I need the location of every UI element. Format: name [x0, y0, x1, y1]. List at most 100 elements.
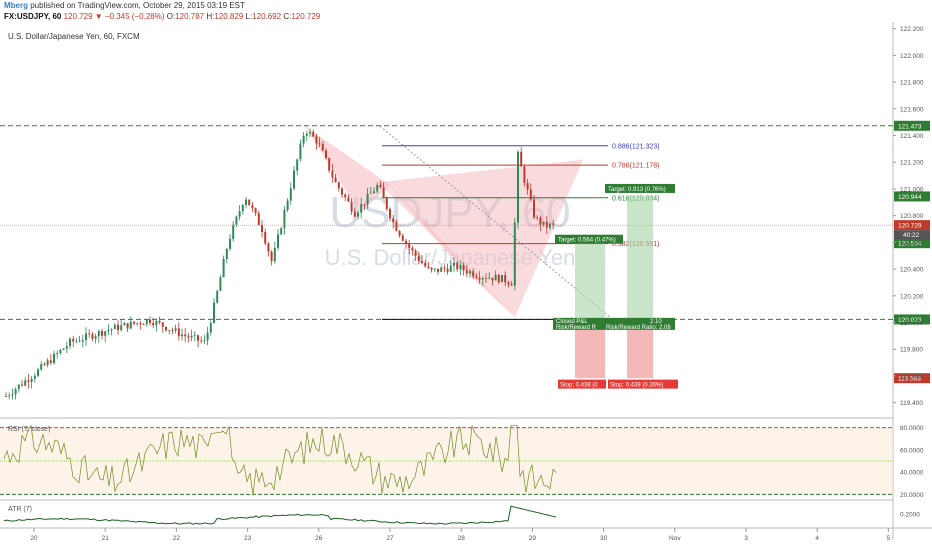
candle-body: [312, 132, 315, 137]
date-tick-label: 4: [815, 535, 819, 542]
trend-line: [379, 125, 611, 318]
date-tick-label: 21: [102, 535, 110, 542]
price-chart[interactable]: USDJPY, 60U.S. Dollar/Japanese Yen 121.4…: [0, 22, 932, 550]
candle-body: [302, 135, 305, 144]
candle-body: [168, 330, 171, 331]
candle-body: [113, 324, 116, 330]
candle-body: [485, 278, 487, 279]
candle-body: [126, 323, 129, 329]
stop-label: Stop: 0.438 (0: [560, 383, 598, 389]
candle-body: [369, 193, 372, 194]
closed-pl-label: Closed P&L: [556, 319, 588, 325]
low-value: 120.692: [252, 12, 282, 21]
candle-body: [193, 335, 196, 337]
price-tick-label: 119.400: [900, 400, 923, 407]
candle-body: [197, 335, 199, 341]
candle-body: [78, 340, 81, 342]
candle-body: [549, 223, 551, 228]
price-tick-label: 121.400: [900, 133, 924, 140]
candle-body: [222, 259, 225, 278]
candle-body: [299, 143, 302, 160]
candle-body: [523, 166, 526, 183]
atr-line: [3, 505, 557, 525]
candle-body: [453, 262, 455, 266]
candle-body: [43, 364, 46, 366]
stop-label: Stop: 0.438 (0.36%): [610, 383, 663, 389]
candle-body: [261, 224, 263, 233]
date-tick-label: 5: [887, 535, 891, 542]
author-name[interactable]: Mberg: [4, 1, 28, 10]
candle-body: [395, 222, 398, 231]
candle-body: [347, 197, 350, 202]
candle-body: [424, 262, 427, 267]
level-price-tag: [894, 120, 930, 131]
candle-body: [539, 217, 542, 225]
chart-subtitle: U.S. Dollar/Japanese Yen, 60, FXCM: [8, 32, 140, 41]
candle-body: [321, 143, 324, 151]
target-label: Target: 0.564 (0.47%): [558, 238, 616, 244]
candle-body: [286, 200, 289, 211]
price-tick-label: 120.200: [900, 293, 924, 300]
candle-body: [46, 360, 49, 365]
chart-header: Mberg published on TradingView.com, Octo…: [0, 0, 932, 22]
date-tick-label: 22: [173, 535, 181, 542]
candle-body: [267, 243, 270, 252]
candle-body: [373, 191, 375, 194]
open-value: 120.787: [175, 12, 205, 21]
rsi-line: [3, 424, 557, 496]
countdown-tag: [894, 230, 930, 240]
candle-body: [494, 274, 497, 281]
target-tag: [555, 234, 623, 244]
candle-body: [88, 333, 91, 335]
candle-body: [504, 275, 507, 283]
candle-body: [360, 204, 363, 213]
candle-body: [120, 325, 123, 331]
candle-body: [145, 319, 148, 325]
candle-body: [350, 201, 353, 212]
current-price-tag: [894, 220, 930, 231]
price-tick-label: 122.200: [900, 26, 924, 33]
candle-body: [264, 232, 267, 244]
date-tick-label: 23: [244, 535, 252, 542]
candle-body: [40, 364, 43, 370]
price-tick-label: 120.800: [900, 213, 924, 220]
date-tick-label: 26: [315, 535, 323, 542]
candle-body: [56, 353, 59, 354]
candle-body: [382, 187, 385, 198]
candle-body: [478, 277, 481, 280]
level-price-label: 120.594: [898, 241, 922, 248]
candle-body: [206, 332, 209, 341]
candle-body: [117, 324, 119, 331]
candle-body: [529, 189, 532, 200]
candle-body: [414, 250, 417, 256]
candle-body: [33, 375, 36, 379]
profit-zone: [627, 196, 653, 320]
candle-body: [366, 193, 369, 205]
date-tick-label: 29: [529, 535, 537, 542]
rr-label: Risk/Reward R: [556, 325, 597, 331]
level-price-label: 120.944: [898, 194, 922, 201]
candle-body: [408, 243, 411, 249]
current-price-label: 120.729: [898, 223, 922, 230]
atr-tick-label: 0.2000: [900, 512, 920, 519]
candle-body: [289, 188, 292, 201]
candle-body: [501, 275, 503, 283]
low-label: L:: [245, 12, 253, 21]
target-tag: [605, 183, 675, 193]
candle-body: [155, 320, 158, 326]
level-price-tag: [894, 314, 930, 325]
candle-body: [14, 389, 17, 395]
rsi-label: RSI (7, close): [8, 426, 50, 433]
stop-price-tag: [894, 373, 930, 384]
symbol-label: FX:USDJPY, 60: [4, 12, 62, 21]
candle-body: [417, 255, 420, 262]
candle-body: [488, 277, 491, 279]
candle-body: [405, 240, 407, 244]
candle-body: [283, 210, 286, 229]
candle-body: [27, 380, 30, 382]
candle-body: [437, 268, 439, 272]
candle-body: [72, 338, 75, 342]
candle-body: [5, 395, 7, 397]
price-tick-label: 119.600: [900, 373, 923, 380]
level-price-label: 121.473: [898, 123, 922, 130]
